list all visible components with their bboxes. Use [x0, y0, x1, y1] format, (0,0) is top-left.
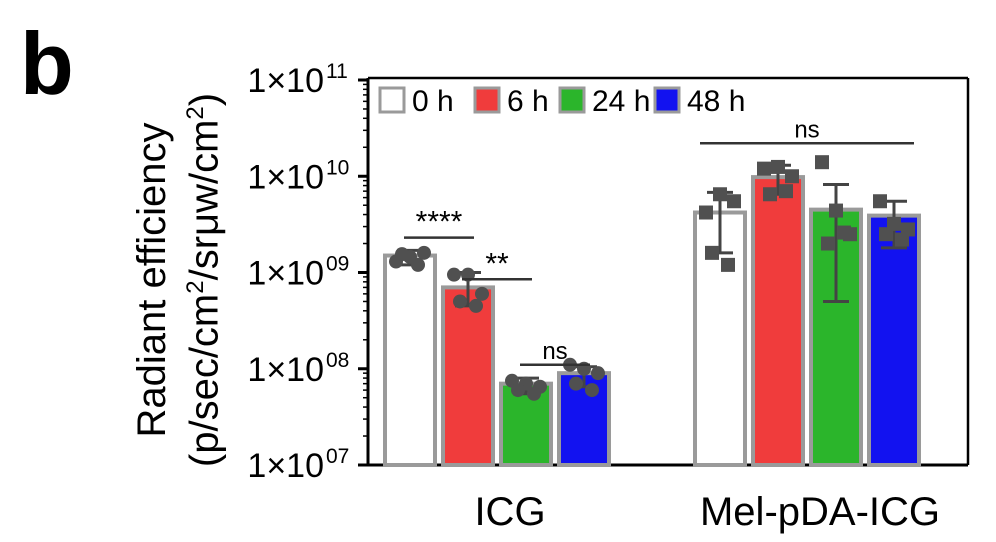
legend-label: 0 h [412, 85, 454, 118]
data-point [821, 236, 835, 251]
x-category-label: ICG [474, 490, 545, 534]
x-category-label: Mel-pDA-ICG [700, 490, 940, 534]
legend-swatch [653, 86, 681, 114]
y-tick-exponent: 11 [326, 60, 348, 83]
data-point [699, 205, 713, 220]
bar-48h-ICG [557, 371, 611, 467]
data-point [453, 294, 467, 309]
data-point [837, 225, 851, 240]
y-tick-exponent: 09 [326, 253, 349, 276]
data-point [591, 366, 605, 381]
y-tick-label: 1×10 [247, 255, 324, 293]
data-point [829, 203, 843, 218]
data-point [469, 298, 483, 313]
data-point [779, 184, 793, 199]
y-tick-exponent: 08 [326, 349, 349, 372]
data-point [417, 245, 431, 260]
y-tick-exponent: 10 [326, 156, 349, 179]
y-tick-label: 1×10 [247, 62, 324, 100]
significance-label: ns [794, 116, 819, 143]
data-point [511, 383, 525, 398]
legend-label: 48 h [687, 85, 745, 118]
data-point [705, 245, 719, 260]
legend-swatch [558, 86, 586, 114]
significance-label: **** [416, 206, 463, 239]
y-tick-label: 1×10 [247, 158, 324, 196]
legend-swatch [473, 86, 501, 114]
data-point [895, 232, 909, 247]
data-point [569, 376, 583, 391]
bar-6h-ICG [441, 285, 495, 467]
bar-24h-Mel-pDA-ICG [809, 207, 863, 467]
data-point [771, 159, 785, 174]
legend-label: 24 h [592, 85, 650, 118]
data-point [727, 194, 741, 209]
legend-swatch [378, 86, 406, 114]
data-point [411, 257, 425, 272]
data-point [757, 161, 771, 176]
legend-label: 6 h [507, 85, 549, 118]
data-point [527, 386, 541, 401]
y-tick-exponent: 07 [326, 445, 349, 468]
data-point [475, 286, 489, 301]
data-point [873, 194, 887, 209]
bar-0h-Mel-pDA-ICG [693, 210, 747, 467]
panel-label: b [20, 14, 74, 113]
bar-6h-Mel-pDA-ICG [751, 175, 805, 468]
data-point [447, 267, 461, 282]
bar-48h-Mel-pDA-ICG [867, 213, 921, 467]
data-point [815, 155, 829, 170]
data-point [763, 187, 777, 202]
y-tick-label: 1×10 [247, 447, 324, 485]
significance-label: ** [485, 247, 509, 280]
data-point [879, 227, 893, 242]
bar-24h-ICG [499, 381, 553, 467]
data-point [395, 247, 409, 262]
data-point [585, 383, 599, 398]
data-point [785, 169, 799, 184]
data-point [713, 187, 727, 202]
data-point [721, 257, 735, 272]
significance-label: ns [542, 338, 567, 365]
bar-0h-ICG [383, 253, 437, 467]
y-tick-label: 1×10 [247, 351, 324, 389]
